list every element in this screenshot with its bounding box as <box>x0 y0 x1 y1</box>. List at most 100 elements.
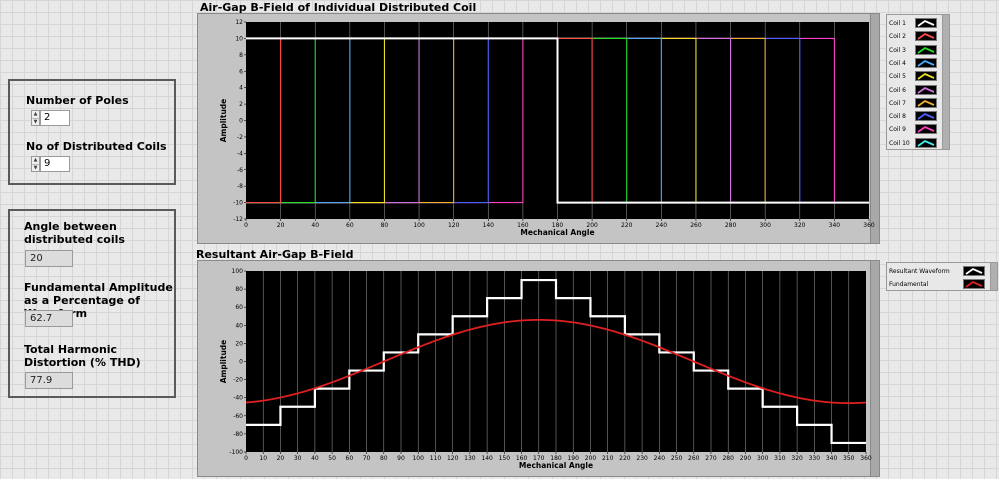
top-legend-scrollbar[interactable] <box>942 15 949 149</box>
coils-stepper[interactable]: ▲ ▼ 9 <box>31 156 70 172</box>
x-tick-label: 270 <box>705 455 717 462</box>
legend-item[interactable]: Coil 5 <box>889 70 943 83</box>
x-axis-label: Mechanical Angle <box>519 461 593 470</box>
legend-item[interactable]: Fundamental <box>889 278 991 291</box>
legend-swatch <box>915 137 937 148</box>
y-tick-label: 0 <box>239 118 243 125</box>
fundamental-line <box>245 318 867 405</box>
x-tick-label: 60 <box>346 455 354 462</box>
increment-icon[interactable]: ▲ <box>33 157 38 163</box>
legend-item[interactable]: Coil 4 <box>889 57 943 70</box>
thd-indicator: 77.9 <box>25 372 73 389</box>
y-tick-label: 0 <box>239 359 243 366</box>
legend-swatch-line <box>917 19 935 27</box>
legend-swatch <box>915 18 937 28</box>
legend-swatch-line <box>917 139 935 147</box>
legend-swatch <box>963 266 985 276</box>
legend-label: Resultant Waveform <box>889 268 950 275</box>
legend-swatch-line <box>917 99 935 107</box>
legend-swatch-line <box>917 73 935 80</box>
legend-label: Coil 5 <box>889 73 906 81</box>
x-tick-label: 140 <box>483 222 495 229</box>
x-tick-label: 220 <box>619 455 631 462</box>
x-tick-label: 180 <box>550 455 562 462</box>
x-tick-label: 80 <box>381 222 389 229</box>
legend-swatch-line <box>965 267 983 275</box>
x-tick-label: 100 <box>413 222 425 229</box>
decrement-icon[interactable]: ▼ <box>32 118 39 125</box>
legend-item[interactable]: Coil 7 <box>889 97 943 110</box>
x-tick-label: 220 <box>621 222 633 229</box>
legend-item[interactable]: Coil 8 <box>889 110 943 123</box>
x-tick-label: 120 <box>447 455 459 462</box>
x-tick-label: 290 <box>740 455 752 462</box>
x-tick-label: 200 <box>586 222 598 229</box>
x-tick-label: 100 <box>412 455 424 462</box>
legend-swatch <box>915 84 937 95</box>
legend-item[interactable]: Coil 6 <box>889 84 943 97</box>
x-tick-label: 160 <box>517 222 529 229</box>
legend-item[interactable]: Coil 10 <box>889 137 943 150</box>
x-tick-label: 230 <box>636 455 648 462</box>
x-tick-label: 310 <box>774 455 786 462</box>
legend-item[interactable]: Coil 3 <box>889 44 943 57</box>
x-tick-label: 350 <box>843 455 855 462</box>
x-tick-label: 10 <box>259 455 267 462</box>
poles-stepper-arrows[interactable]: ▲ ▼ <box>31 110 40 126</box>
y-tick-label: -2 <box>237 134 243 141</box>
y-tick-label: -8 <box>237 183 243 190</box>
x-tick-label: 160 <box>516 455 528 462</box>
increment-icon[interactable]: ▲ <box>33 111 38 117</box>
x-tick-label: 340 <box>829 222 841 229</box>
coils-input[interactable]: 9 <box>40 156 70 172</box>
x-tick-label: 30 <box>294 455 302 462</box>
x-tick-label: 360 <box>863 222 875 229</box>
y-tick-label: 80 <box>235 286 243 293</box>
poles-input[interactable]: 2 <box>40 110 70 126</box>
y-tick-label: 4 <box>239 85 243 92</box>
y-tick-label: -100 <box>229 449 243 456</box>
x-tick-label: 250 <box>671 455 683 462</box>
y-tick-label: 10 <box>235 35 243 42</box>
x-tick-label: 170 <box>533 455 545 462</box>
legend-swatch <box>915 71 937 82</box>
legend-item[interactable]: Coil 2 <box>889 30 943 43</box>
angle-label: Angle between distributed coils <box>24 220 125 246</box>
y-tick-label: 100 <box>232 268 244 275</box>
legend-item[interactable]: Coil 1 <box>889 17 943 30</box>
legend-item[interactable]: Resultant Waveform <box>889 265 991 278</box>
legend-swatch <box>963 279 985 290</box>
legend-item[interactable]: Coil 9 <box>889 123 943 136</box>
top-graph-scrollbar[interactable] <box>870 14 879 243</box>
y-tick-label: 20 <box>235 340 243 347</box>
bottom-graph-scrollbar[interactable] <box>870 261 879 476</box>
x-tick-label: 300 <box>757 455 769 462</box>
x-tick-label: 200 <box>585 455 597 462</box>
coils-stepper-arrows[interactable]: ▲ ▼ <box>31 156 40 172</box>
top-legend: Coil 1 Coil 2 Coil 3 Coil 4 Coil 5 Coil 6 Coil… <box>886 14 950 150</box>
top-graph-frame: 0 20 40 60 80 100 120 140 160 180 200 220 240 260 280 3… <box>197 13 880 244</box>
x-tick-label: 280 <box>725 222 737 229</box>
y-tick-label: -12 <box>233 216 243 223</box>
bottom-graph-title: Resultant Air-Gap B-Field <box>196 248 354 261</box>
decrement-icon[interactable]: ▼ <box>32 164 39 171</box>
y-tick-label: 12 <box>235 19 243 26</box>
x-tick-label: 260 <box>688 455 700 462</box>
x-tick-label: 360 <box>860 455 872 462</box>
x-tick-label: 120 <box>448 222 460 229</box>
x-tick-label: 20 <box>277 222 285 229</box>
bottom-legend-scrollbar[interactable] <box>990 263 997 290</box>
legend-swatch-line <box>917 126 935 134</box>
poles-stepper[interactable]: ▲ ▼ 2 <box>31 110 70 126</box>
legend-swatch <box>915 124 937 135</box>
x-tick-label: 240 <box>654 455 666 462</box>
y-tick-label: -40 <box>233 395 243 402</box>
x-tick-label: 110 <box>430 455 442 462</box>
legend-swatch <box>915 111 937 122</box>
top-graph-title: Air-Gap B-Field of Individual Distribute… <box>200 1 477 14</box>
thd-label: Total Harmonic Distortion (% THD) <box>24 343 141 369</box>
x-tick-label: 40 <box>311 222 319 229</box>
fundamental-indicator: 62.7 <box>25 310 73 327</box>
x-tick-label: 60 <box>346 222 354 229</box>
legend-label: Coil 9 <box>889 126 906 134</box>
